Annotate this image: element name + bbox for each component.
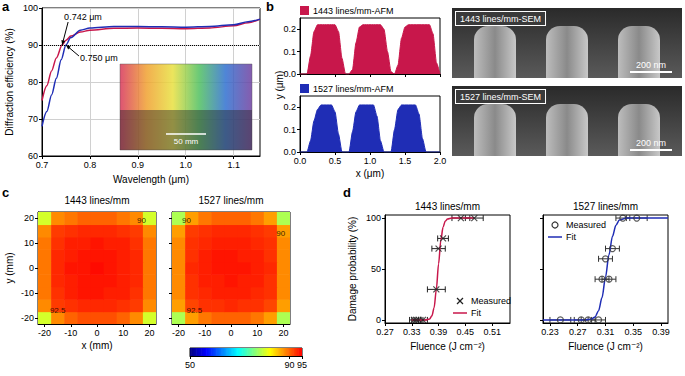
svg-text:50 mm: 50 mm xyxy=(174,137,199,146)
svg-text:0.27: 0.27 xyxy=(376,327,394,337)
svg-text:10: 10 xyxy=(24,238,34,248)
svg-text:0.5: 0.5 xyxy=(329,156,342,166)
svg-text:0: 0 xyxy=(228,328,233,338)
svg-text:Measured: Measured xyxy=(566,220,606,230)
svg-text:Wavelength (μm): Wavelength (μm) xyxy=(113,174,189,185)
svg-text:-10: -10 xyxy=(64,328,77,338)
svg-text:x (μm): x (μm) xyxy=(356,168,385,179)
svg-text:200 nm: 200 nm xyxy=(636,60,666,70)
svg-text:1.0: 1.0 xyxy=(179,160,192,170)
svg-text:90: 90 xyxy=(285,360,295,370)
svg-text:70: 70 xyxy=(28,114,38,124)
svg-text:Fit: Fit xyxy=(471,308,481,318)
svg-text:20: 20 xyxy=(144,328,154,338)
svg-text:Damage probability (%): Damage probability (%) xyxy=(347,217,358,322)
svg-text:1443 lines/mm-SEM: 1443 lines/mm-SEM xyxy=(460,14,541,24)
svg-text:Fluence (J cm⁻²): Fluence (J cm⁻²) xyxy=(568,341,643,352)
svg-text:0.750 μm: 0.750 μm xyxy=(80,53,118,63)
svg-text:1.1: 1.1 xyxy=(227,160,240,170)
svg-text:50: 50 xyxy=(371,264,381,274)
svg-text:0.39: 0.39 xyxy=(430,327,448,337)
svg-text:0.0: 0.0 xyxy=(294,156,307,166)
svg-text:0.31: 0.31 xyxy=(597,327,615,337)
svg-text:0.51: 0.51 xyxy=(483,327,501,337)
svg-text:60: 60 xyxy=(28,151,38,161)
svg-text:0: 0 xyxy=(94,328,99,338)
svg-text:1443 lines/mm: 1443 lines/mm xyxy=(415,201,480,212)
svg-text:Fit: Fit xyxy=(566,232,576,242)
svg-text:20: 20 xyxy=(278,328,288,338)
svg-text:1443 lines/mm: 1443 lines/mm xyxy=(64,195,129,206)
svg-text:0.2: 0.2 xyxy=(283,24,296,34)
svg-text:1.5: 1.5 xyxy=(399,156,412,166)
svg-text:0.23: 0.23 xyxy=(541,327,559,337)
svg-text:c: c xyxy=(2,185,9,200)
svg-text:1527 lines/mm: 1527 lines/mm xyxy=(573,201,638,212)
svg-text:0.35: 0.35 xyxy=(625,327,643,337)
svg-text:d: d xyxy=(343,185,351,200)
svg-text:0: 0 xyxy=(29,263,34,273)
svg-text:Diffraction efficiency (%): Diffraction efficiency (%) xyxy=(4,28,15,135)
svg-text:0.45: 0.45 xyxy=(457,327,475,337)
svg-text:Fluence (J cm⁻²): Fluence (J cm⁻²) xyxy=(410,341,485,352)
svg-text:50: 50 xyxy=(185,360,195,370)
svg-text:90: 90 xyxy=(28,40,38,50)
svg-text:-10: -10 xyxy=(198,328,211,338)
svg-text:0.8: 0.8 xyxy=(84,160,97,170)
svg-text:-20: -20 xyxy=(21,313,34,323)
svg-text:0.742 μm: 0.742 μm xyxy=(64,12,102,22)
svg-text:y (μm): y (μm) xyxy=(274,71,285,100)
svg-text:-20: -20 xyxy=(172,328,185,338)
svg-text:1527 lines/mm-AFM: 1527 lines/mm-AFM xyxy=(313,84,394,94)
svg-text:100: 100 xyxy=(366,213,381,223)
svg-text:0.2: 0.2 xyxy=(283,102,296,112)
svg-text:1443 lines/mm-AFM: 1443 lines/mm-AFM xyxy=(313,6,394,16)
svg-text:0.9: 0.9 xyxy=(132,160,145,170)
svg-text:80: 80 xyxy=(28,77,38,87)
svg-text:b: b xyxy=(266,0,274,14)
svg-text:90: 90 xyxy=(137,216,146,225)
svg-text:100: 100 xyxy=(23,3,38,13)
svg-text:0.27: 0.27 xyxy=(569,327,587,337)
svg-text:0.0: 0.0 xyxy=(283,147,296,157)
svg-text:2.0: 2.0 xyxy=(434,156,447,166)
svg-text:0.33: 0.33 xyxy=(403,327,421,337)
svg-text:1.0: 1.0 xyxy=(364,156,377,166)
svg-text:0.1: 0.1 xyxy=(283,125,296,135)
svg-text:0: 0 xyxy=(376,315,381,325)
svg-text:y (mm): y (mm) xyxy=(4,252,15,283)
svg-text:20: 20 xyxy=(24,213,34,223)
svg-text:95: 95 xyxy=(297,360,307,370)
svg-text:1527 lines/mm: 1527 lines/mm xyxy=(198,195,263,206)
svg-text:1527 lines/mm-SEM: 1527 lines/mm-SEM xyxy=(460,92,541,102)
svg-text:0.1: 0.1 xyxy=(283,47,296,57)
svg-text:92.5: 92.5 xyxy=(186,306,202,315)
svg-text:0.0: 0.0 xyxy=(283,69,296,79)
svg-text:10: 10 xyxy=(252,328,262,338)
svg-text:90: 90 xyxy=(276,229,285,238)
svg-text:0.7: 0.7 xyxy=(36,160,49,170)
svg-text:10: 10 xyxy=(118,328,128,338)
svg-text:x (mm): x (mm) xyxy=(81,340,112,351)
svg-text:0.39: 0.39 xyxy=(652,327,670,337)
svg-text:a: a xyxy=(2,0,10,14)
svg-text:90: 90 xyxy=(182,216,191,225)
svg-text:-10: -10 xyxy=(21,288,34,298)
svg-text:Measured: Measured xyxy=(471,296,511,306)
svg-text:92.5: 92.5 xyxy=(50,306,66,315)
svg-text:200 nm: 200 nm xyxy=(636,138,666,148)
svg-text:-20: -20 xyxy=(38,328,51,338)
